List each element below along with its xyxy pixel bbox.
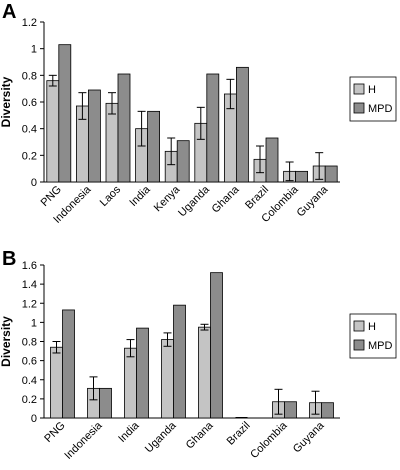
panel-b-bar-mpd-png [62,309,75,419]
panel-a-bar-h-png [46,80,60,183]
panel-b-y-axis-title: Diversity [0,316,13,367]
panel-b-category-label: Brazil [225,420,253,448]
panel-a-y-tick-label: 0.8 [22,70,37,82]
panel-a-y-tick-label: 0.4 [22,124,37,136]
panel-a-bar-mpd-guyana [324,165,338,183]
panel-a-legend-label-mpd: MPD [368,103,393,115]
panel-b-legend: H MPD [349,313,397,359]
panel-b-bar-mpd-colombia [284,401,297,419]
panel-b-y-tick-label: 0.2 [22,394,37,406]
panel-a-legend-swatch-h [353,83,365,95]
panel-a-y-tick-label: 1 [31,44,37,56]
panel-a-legend-swatch-mpd [353,102,365,114]
panel-a-bar-mpd-indonesia [88,89,101,183]
panel-a-bar-mpd-brazil [265,137,279,183]
panel-b-y-tick-label: 0.8 [22,337,37,349]
panel-a-bar-mpd-colombia [295,170,309,183]
panel-b-legend-label-h: H [368,321,376,333]
panel-a-chart: A 00.20.40.60.811.2DiversityPNGIndonesia… [0,1,397,226]
panel-b-bar-mpd-uganda [173,304,186,419]
panel-a-category-label: Uganda [176,183,212,219]
panel-a-legend: H MPD [349,76,397,122]
panel-a-y-tick-label: 0.6 [22,97,37,109]
panel-b-legend-swatch-mpd [353,339,365,351]
panel-b-y-tick-label: 0.4 [22,375,37,387]
panel-b-y-tick-label: 0 [31,413,37,425]
panel-b-category-label: Guyana [291,419,327,455]
panel-b-category-label: PNG [42,420,67,445]
panel-b-y-tick-label: 0.6 [22,356,37,368]
panel-a-category-label: Laos [98,183,124,209]
panel-b-legend-label-mpd: MPD [368,340,393,352]
panel-b-y-tick-label: 1.6 [22,260,37,272]
panel-a-category-label: PNG [39,184,64,209]
panel-a-y-tick-label: 1.2 [22,17,37,29]
panel-a-bar-mpd-png [58,44,72,183]
panel-a-bar-mpd-kenya [176,140,190,183]
panel-b-bar-mpd-india [136,327,149,419]
panel-a-category-label: Ghana [210,183,242,215]
panel-b-y-tick-label: 1 [31,317,37,329]
panel-b-legend-swatch-h [353,320,365,332]
panel-a-bar-mpd-laos [117,73,131,183]
panel-b-bar-mpd-indonesia [99,387,112,419]
panel-b-y-tick-label: 1.4 [22,279,37,291]
panel-b-letter: B [2,248,16,270]
panel-b-category-label: Ghana [184,419,216,451]
panel-b-category-label: India [116,419,142,445]
panel-b-bar-h-png [50,346,63,419]
panel-a-category-label: Guyana [295,183,331,219]
panel-b-bar-h-india [124,347,137,419]
panel-b-y-tick-label: 1.2 [22,298,37,310]
panel-a-letter: A [2,1,16,23]
panel-b-category-label: Colombia [248,419,290,461]
panel-a-category-label: India [127,183,153,209]
panel-a-y-axis-title: Diversity [0,76,13,127]
panel-b-category-label: Indonesia [62,419,105,462]
panel-b-category-label: Uganda [143,419,179,455]
panel-a-category-label: Brazil [243,184,271,212]
panel-a-bar-mpd-ghana [235,66,249,183]
panel-b-bar-mpd-guyana [321,402,334,419]
panel-b-chart: B 00.20.40.60.811.21.41.6DiversityPNGInd… [0,248,397,462]
panel-a-legend-label-h: H [368,84,376,96]
panel-b-bar-mpd-ghana [210,272,223,419]
panel-a-bar-mpd-uganda [206,73,220,183]
panel-a-y-tick-label: 0.2 [22,150,37,162]
panel-a-bar-mpd-india [147,110,161,183]
panel-b-bar-h-uganda [161,339,174,419]
panel-a-y-tick-label: 0 [31,177,37,189]
panel-b-bar-h-ghana [198,326,211,419]
panel-a-bar-h-laos [105,102,119,183]
